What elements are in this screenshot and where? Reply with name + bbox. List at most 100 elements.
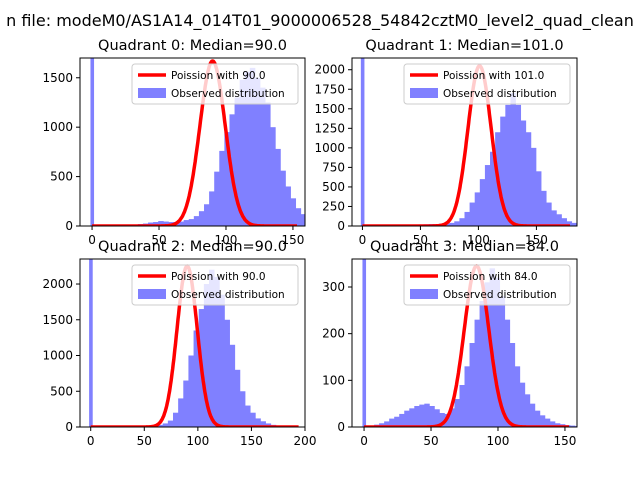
histogram-bar <box>505 320 510 427</box>
subplot-title: Quadrant 0: Median=90.0 <box>98 38 287 54</box>
histogram-bar <box>404 411 409 427</box>
y-tick-label: 1000 <box>42 349 73 363</box>
x-tick-label: 0 <box>359 233 367 247</box>
outlier-bar <box>89 259 93 427</box>
histogram-bar <box>530 404 535 427</box>
histogram-bar <box>168 421 174 427</box>
x-tick-label: 150 <box>553 434 576 448</box>
histogram-bar <box>209 191 214 226</box>
histogram-bar <box>551 210 557 226</box>
x-tick-label: 0 <box>87 434 95 448</box>
histogram-bar <box>419 405 424 427</box>
histogram-bar <box>311 220 316 226</box>
histogram-bar <box>214 172 219 226</box>
histogram-bar <box>183 381 189 427</box>
y-tick-label: 500 <box>322 180 345 194</box>
histogram-bar <box>280 171 285 226</box>
histogram-bar <box>219 151 224 226</box>
y-tick-label: 0 <box>65 420 73 434</box>
histogram-bar <box>516 105 522 226</box>
y-tick-label: 250 <box>322 199 345 213</box>
histogram-bar <box>429 406 434 427</box>
y-tick-label: 750 <box>322 160 345 174</box>
histogram-bar <box>424 404 429 427</box>
histogram-bar <box>526 132 532 226</box>
histogram-bar <box>587 225 593 226</box>
histogram-bar <box>199 211 204 226</box>
subplot-title: Quadrant 2: Median=90.0 <box>98 239 287 255</box>
histogram-bar <box>521 121 527 226</box>
histogram-bar <box>204 204 209 226</box>
histogram-bar <box>459 218 465 226</box>
histogram-bar <box>531 148 537 226</box>
y-tick-label: 1000 <box>42 120 73 134</box>
y-tick-label: 1500 <box>42 71 73 85</box>
histogram-bar <box>265 102 270 226</box>
y-tick-label: 0 <box>337 420 345 434</box>
histogram-bar <box>454 399 459 427</box>
y-tick-label: 2000 <box>42 277 73 291</box>
y-tick-label: 1000 <box>314 141 345 155</box>
histogram-bar <box>535 411 540 427</box>
histogram-bar <box>163 423 169 427</box>
histogram-bar <box>321 223 326 226</box>
histogram-bar <box>275 149 280 226</box>
outlier-bar <box>361 58 365 226</box>
x-tick-label: 50 <box>137 434 152 448</box>
histogram-bar <box>184 220 189 226</box>
y-tick-label: 500 <box>50 384 73 398</box>
x-tick-label: 100 <box>487 434 510 448</box>
figure-suptitle: n file: modeM0/AS1A14_014T01_9000006528_… <box>6 11 634 31</box>
legend-label-observed: Observed distribution <box>171 88 285 100</box>
histogram-bar <box>475 320 480 427</box>
histogram-bar <box>505 105 511 226</box>
histogram-bar <box>296 208 301 226</box>
histogram-bar <box>331 225 336 226</box>
y-tick-label: 1500 <box>314 102 345 116</box>
histogram-bar <box>409 408 414 427</box>
histogram-bar <box>245 406 251 427</box>
legend-label-observed: Observed distribution <box>443 88 557 100</box>
histogram-bar <box>546 203 552 226</box>
histogram-bar <box>470 203 476 226</box>
histogram-bar <box>525 394 530 427</box>
histogram-bar <box>250 413 256 427</box>
histogram-bar <box>480 179 486 226</box>
histogram-bar <box>470 343 475 427</box>
x-tick-label: 50 <box>423 434 438 448</box>
histogram-bar <box>260 88 265 226</box>
histogram-bar <box>178 398 184 427</box>
histogram-bar <box>194 216 199 226</box>
legend-bar-swatch <box>138 289 166 299</box>
histogram-bar <box>240 391 246 427</box>
legend-label-poisson: Poission with 90.0 <box>171 70 266 82</box>
legend-label-poisson: Poission with 101.0 <box>443 70 544 82</box>
x-tick-label: 200 <box>294 434 317 448</box>
legend-label-poisson: Poission with 84.0 <box>443 271 538 283</box>
histogram-bar <box>230 345 236 427</box>
legend-label-observed: Observed distribution <box>171 289 285 301</box>
legend-bar-swatch <box>410 289 438 299</box>
histogram-bar <box>459 385 464 427</box>
legend: Poission with 101.0 Observed distribution <box>404 64 570 104</box>
subplot-title: Quadrant 1: Median=101.0 <box>365 38 563 54</box>
histogram-bar <box>475 192 481 226</box>
histogram-bar <box>480 301 485 427</box>
y-tick-label: 300 <box>322 280 345 294</box>
histogram-bar <box>235 370 241 427</box>
y-tick-label: 0 <box>65 219 73 233</box>
histogram-bar <box>454 221 460 226</box>
histogram-bar <box>270 127 275 226</box>
x-tick-label: 0 <box>360 434 368 448</box>
y-tick-label: 200 <box>322 327 345 341</box>
legend-label-poisson: Poission with 90.0 <box>171 271 266 283</box>
histogram-bar <box>188 356 194 427</box>
subplot-title: Quadrant 3: Median=84.0 <box>370 239 559 255</box>
y-tick-label: 1750 <box>314 82 345 96</box>
x-tick-label: 150 <box>240 434 263 448</box>
y-tick-label: 2000 <box>314 63 345 77</box>
